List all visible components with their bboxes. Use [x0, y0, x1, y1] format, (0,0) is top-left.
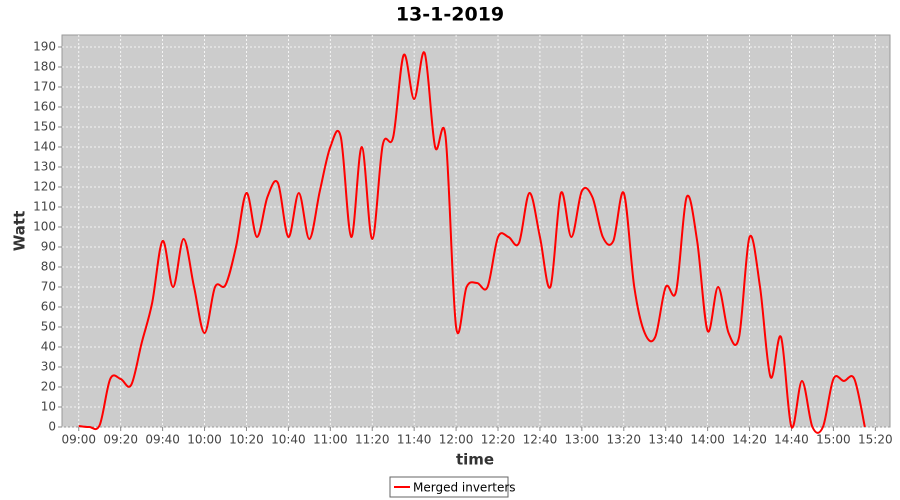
x-tick-label: 15:20	[858, 433, 893, 447]
legend-label: Merged inverters	[413, 481, 516, 495]
x-tick-label: 11:20	[355, 433, 390, 447]
x-tick-label: 12:00	[439, 433, 474, 447]
y-tick-label: 140	[33, 140, 56, 154]
x-tick-label: 14:20	[732, 433, 767, 447]
y-axis-label: Watt	[11, 211, 29, 251]
y-tick-label: 90	[41, 240, 56, 254]
y-tick-label: 0	[48, 420, 56, 434]
x-tick-label: 10:00	[187, 433, 222, 447]
x-tick-label: 10:40	[271, 433, 306, 447]
y-tick-label: 100	[33, 220, 56, 234]
x-tick-label: 10:20	[229, 433, 264, 447]
x-tick-label: 12:40	[523, 433, 558, 447]
y-tick-label: 150	[33, 120, 56, 134]
y-tick-label: 120	[33, 180, 56, 194]
plot-area	[61, 34, 891, 428]
x-tick-label: 09:20	[103, 433, 138, 447]
y-tick-label: 130	[33, 160, 56, 174]
x-tick-label: 12:20	[481, 433, 516, 447]
y-tick-label: 160	[33, 100, 56, 114]
y-tick-label: 70	[41, 280, 56, 294]
x-tick-label: 11:40	[397, 433, 432, 447]
x-tick-label: 14:00	[690, 433, 725, 447]
y-tick-label: 190	[33, 40, 56, 54]
y-tick-label: 10	[41, 400, 56, 414]
x-tick-label: 09:00	[61, 433, 96, 447]
legend	[389, 476, 509, 498]
y-tick-label: 170	[33, 80, 56, 94]
y-tick-label: 20	[41, 380, 56, 394]
x-tick-label: 11:00	[313, 433, 348, 447]
x-tick-label: 13:40	[648, 433, 683, 447]
x-axis-label: time	[456, 451, 494, 469]
y-tick-label: 80	[41, 260, 56, 274]
x-tick-label: 15:00	[816, 433, 851, 447]
y-tick-label: 30	[41, 360, 56, 374]
x-tick-label: 13:00	[565, 433, 600, 447]
x-tick-label: 09:40	[145, 433, 180, 447]
y-tick-label: 180	[33, 60, 56, 74]
y-tick-label: 50	[41, 320, 56, 334]
series-line	[78, 51, 866, 434]
x-tick-label: 14:40	[774, 433, 809, 447]
y-tick-label: 60	[41, 300, 56, 314]
x-tick-label: 13:20	[606, 433, 641, 447]
chart-title: 13-1-2019	[396, 4, 504, 26]
y-tick-label: 40	[41, 340, 56, 354]
y-tick-label: 110	[33, 200, 56, 214]
